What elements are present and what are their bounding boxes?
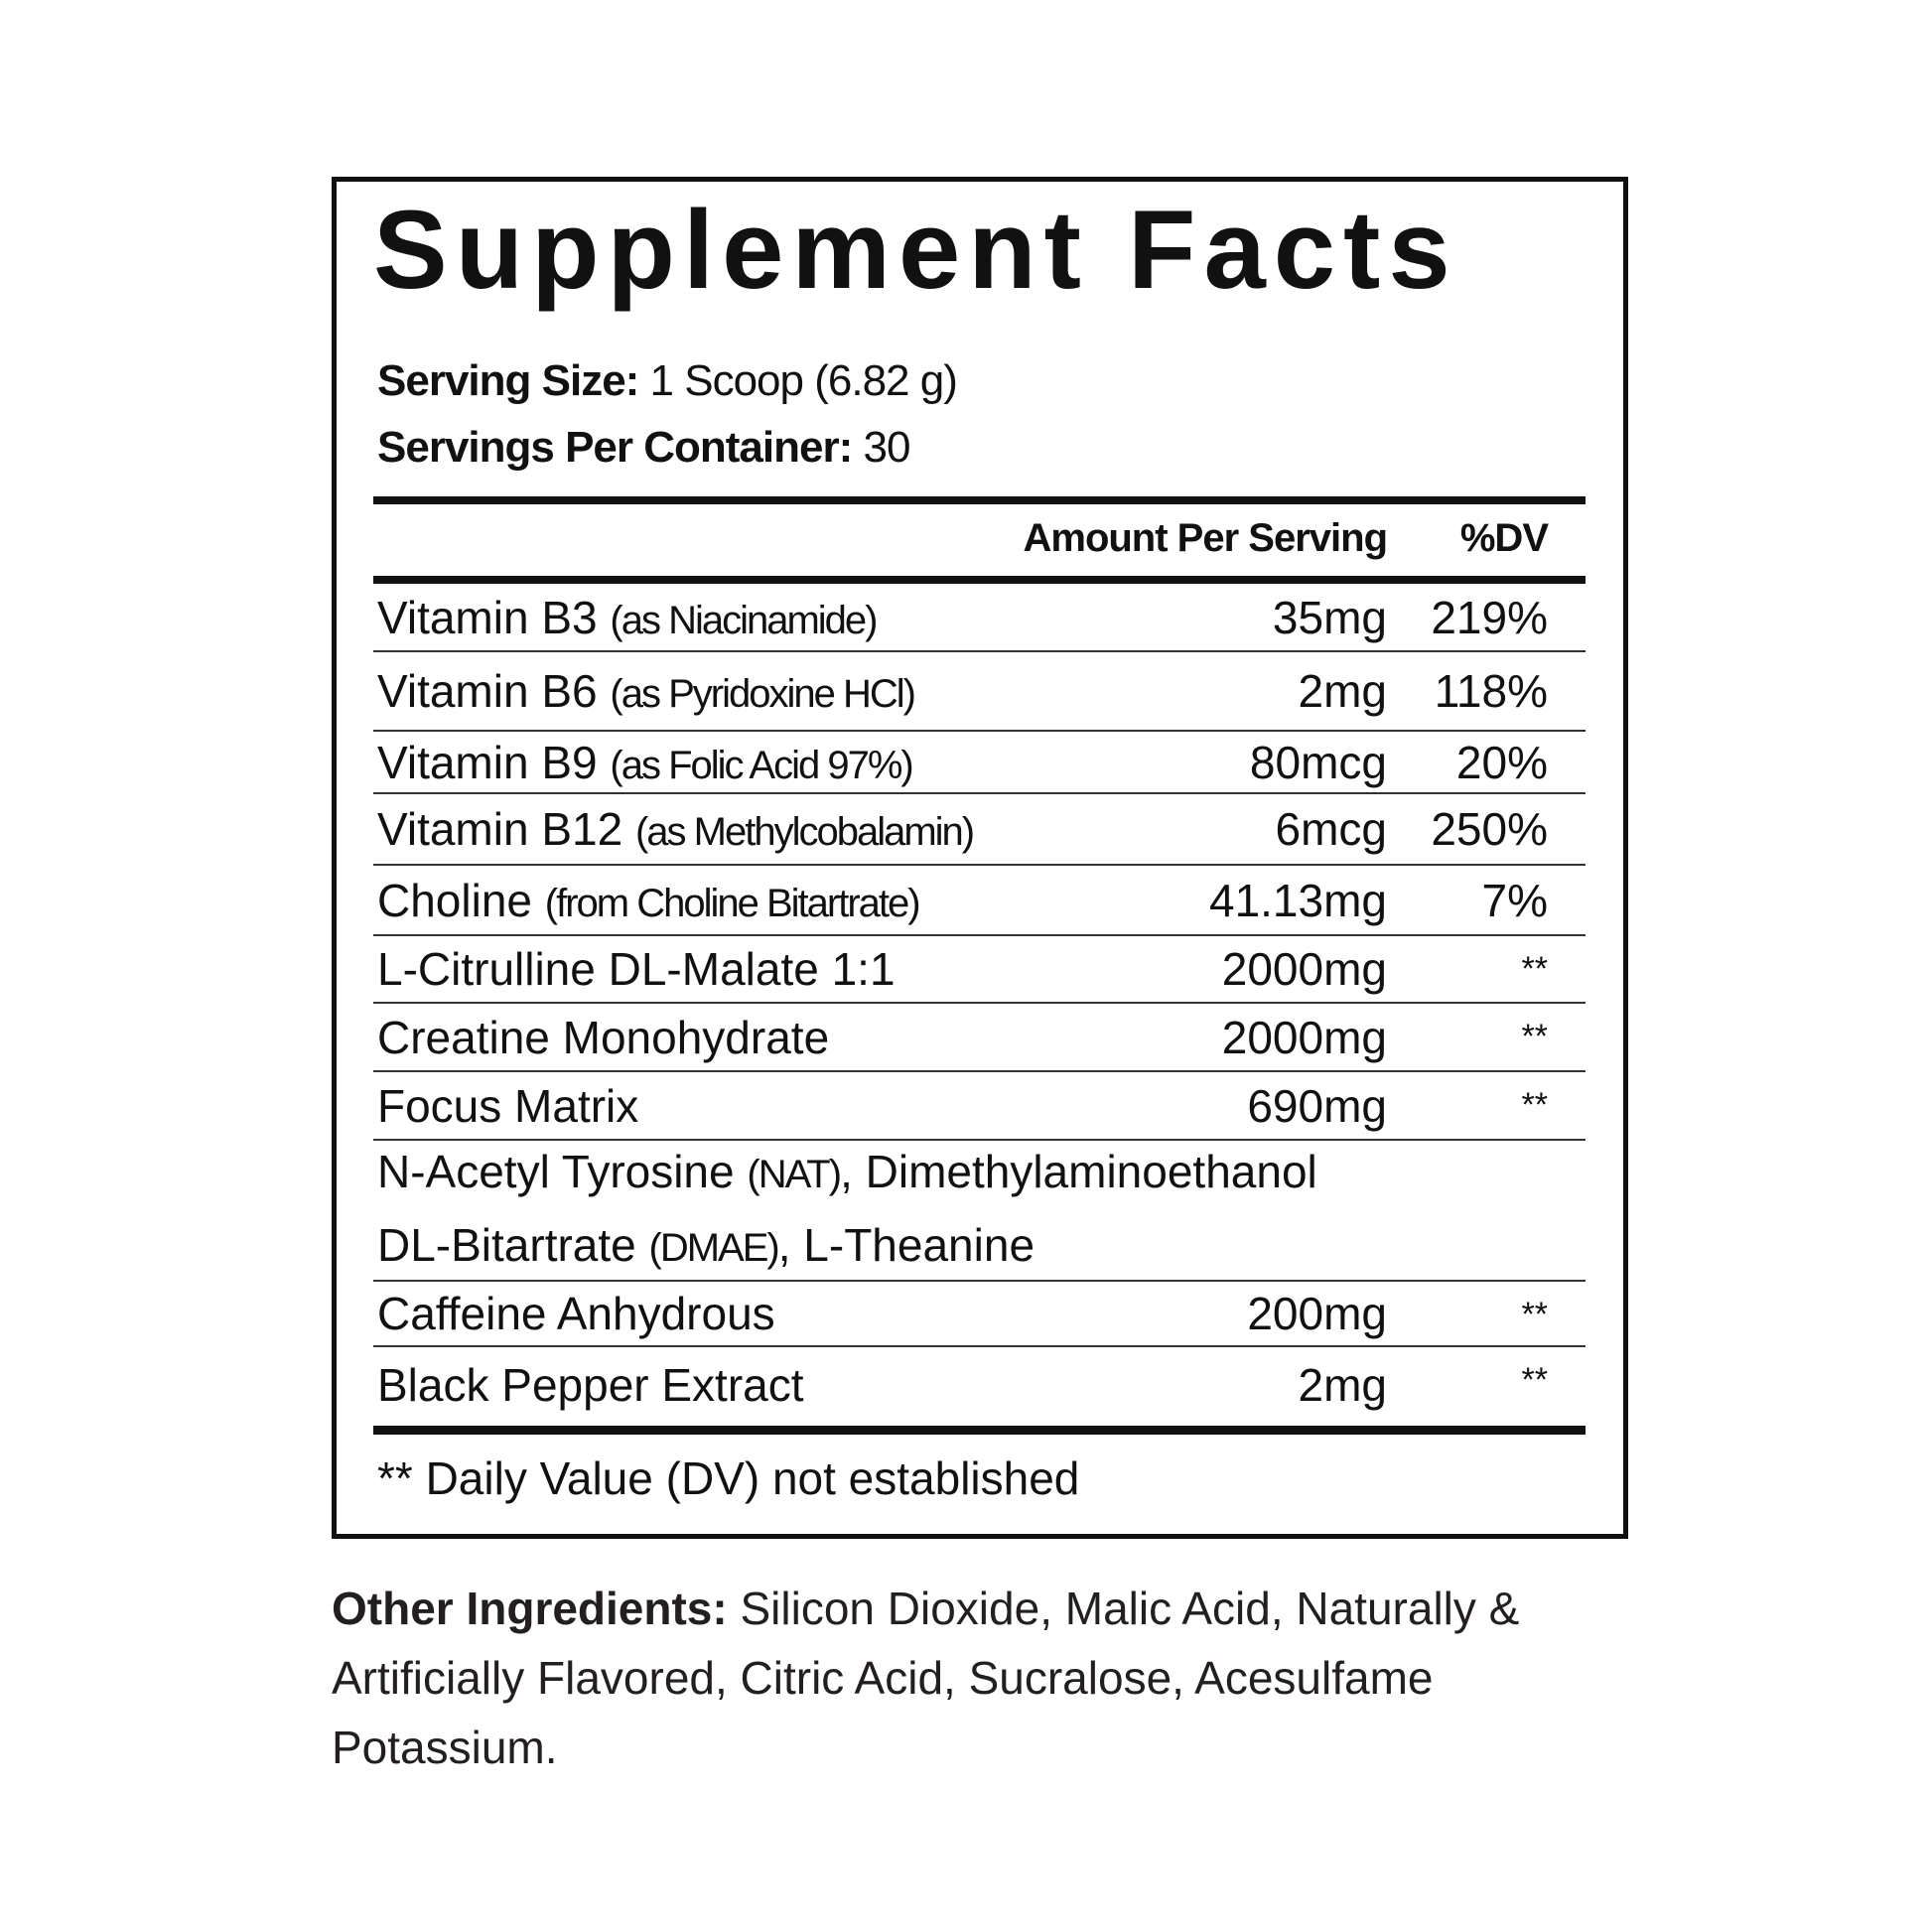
header-amount-per-serving: Amount Per Serving bbox=[1023, 516, 1388, 560]
ingredient-text: , Dimethylaminoethanol bbox=[840, 1146, 1317, 1197]
nutrient-source: (as Folic Acid 97%) bbox=[610, 743, 913, 787]
nutrient-amount: 41.13mg bbox=[1208, 874, 1387, 926]
ingredient-abbrev: (DMAE) bbox=[648, 1226, 780, 1270]
servings-per-container: Servings Per Container: 30 bbox=[377, 423, 910, 472]
nutrient-dv: ** bbox=[1521, 1086, 1548, 1124]
nutrient-dv: 7% bbox=[1481, 874, 1548, 926]
nutrient-row: Caffeine Anhydrous 200mg ** bbox=[373, 1282, 1586, 1347]
thick-divider bbox=[373, 576, 1586, 584]
ingredient-text: , L-Theanine bbox=[777, 1219, 1035, 1271]
serving-size: Serving Size: 1 Scoop (6.82 g) bbox=[377, 356, 958, 405]
nutrient-name: Black Pepper Extract bbox=[377, 1359, 804, 1411]
nutrient-row: Vitamin B9 (as Folic Acid 97%) 80mcg 20% bbox=[373, 732, 1586, 794]
nutrient-dv: ** bbox=[1521, 950, 1548, 988]
nutrient-dv: 20% bbox=[1455, 736, 1548, 788]
nutrient-label: Vitamin B3 bbox=[377, 591, 611, 643]
thick-divider bbox=[373, 496, 1586, 504]
nutrient-name: Vitamin B12 (as Methylcobalamin) bbox=[377, 802, 975, 856]
nutrient-label: Vitamin B9 bbox=[377, 736, 611, 788]
nutrient-amount: 2000mg bbox=[1221, 1011, 1387, 1063]
nutrient-name: Creatine Monohydrate bbox=[377, 1011, 830, 1063]
footnote: ** Daily Value (DV) not established bbox=[377, 1452, 1080, 1504]
ingredient-abbrev: (NAT) bbox=[747, 1153, 842, 1196]
nutrient-amount: 35mg bbox=[1272, 591, 1387, 643]
serving-size-value: 1 Scoop (6.82 g) bbox=[638, 356, 958, 405]
other-ingredients-text: Silicon Dioxide, Malic Acid, Naturally &… bbox=[332, 1583, 1520, 1773]
ingredient-text: DL-Bitartrate bbox=[377, 1219, 649, 1271]
servings-per-container-label: Servings Per Container: bbox=[377, 423, 853, 472]
ingredient-line: DL-Bitartrate (DMAE), L-Theanine bbox=[373, 1210, 1035, 1284]
nutrient-source: (from Choline Bitartrate) bbox=[544, 881, 921, 925]
nutrient-name: Vitamin B9 (as Folic Acid 97%) bbox=[377, 736, 914, 789]
nutrient-amount: 80mcg bbox=[1249, 736, 1387, 788]
nutrient-dv: ** bbox=[1521, 1361, 1548, 1399]
nutrient-label: Choline bbox=[377, 874, 545, 926]
header-dv: %DV bbox=[1459, 516, 1549, 560]
panel-title: Supplement Facts bbox=[373, 188, 1458, 312]
nutrient-amount: 200mg bbox=[1247, 1288, 1387, 1339]
nutrient-row: Vitamin B3 (as Niacinamide) 35mg 219% bbox=[373, 584, 1586, 652]
other-ingredients-label: Other Ingredients: bbox=[332, 1583, 728, 1634]
nutrient-row: Black Pepper Extract 2mg ** bbox=[373, 1347, 1586, 1423]
serving-size-label: Serving Size: bbox=[377, 356, 639, 405]
nutrient-dv: 118% bbox=[1434, 665, 1548, 717]
nutrient-name: Choline (from Choline Bitartrate) bbox=[377, 874, 921, 927]
nutrient-name: Caffeine Anhydrous bbox=[377, 1288, 775, 1339]
ingredient-text: N-Acetyl Tyrosine bbox=[377, 1146, 748, 1197]
nutrient-dv: ** bbox=[1521, 1296, 1548, 1333]
ingredient-line: N-Acetyl Tyrosine (NAT), Dimethylaminoet… bbox=[373, 1137, 1317, 1210]
nutrient-row: Choline (from Choline Bitartrate) 41.13m… bbox=[373, 866, 1586, 936]
nutrient-amount: 2000mg bbox=[1221, 943, 1387, 995]
nutrient-amount: 6mcg bbox=[1275, 803, 1387, 855]
nutrient-source: (as Pyridoxine HCl) bbox=[610, 672, 916, 716]
nutrient-dv: 219% bbox=[1431, 591, 1548, 643]
nutrient-dv: 250% bbox=[1431, 803, 1548, 855]
nutrient-row: Vitamin B12 (as Methylcobalamin) 6mcg 25… bbox=[373, 794, 1586, 866]
nutrient-amount: 2mg bbox=[1298, 665, 1387, 717]
nutrient-label: Vitamin B6 bbox=[377, 665, 611, 717]
nutrient-amount: 690mg bbox=[1247, 1079, 1387, 1132]
nutrient-source: (as Niacinamide) bbox=[610, 598, 878, 642]
focus-matrix-ingredients: N-Acetyl Tyrosine (NAT), Dimethylaminoet… bbox=[373, 1141, 1586, 1282]
nutrient-name: Focus Matrix bbox=[377, 1079, 639, 1132]
nutrient-row: Focus Matrix 690mg ** bbox=[373, 1072, 1586, 1141]
servings-per-container-value: 30 bbox=[852, 423, 910, 472]
nutrient-amount: 2mg bbox=[1298, 1359, 1387, 1411]
thick-divider bbox=[373, 1426, 1586, 1435]
nutrient-dv: ** bbox=[1521, 1018, 1548, 1055]
nutrient-name: L-Citrulline DL-Malate 1:1 bbox=[377, 943, 896, 995]
nutrient-name: Vitamin B6 (as Pyridoxine HCl) bbox=[377, 664, 916, 718]
supplement-facts-panel bbox=[332, 177, 1628, 1539]
nutrient-row: Vitamin B6 (as Pyridoxine HCl) 2mg 118% bbox=[373, 652, 1586, 732]
nutrient-source: (as Methylcobalamin) bbox=[634, 810, 975, 854]
nutrient-row: Creatine Monohydrate 2000mg ** bbox=[373, 1004, 1586, 1072]
nutrient-label: Vitamin B12 bbox=[377, 803, 635, 855]
other-ingredients: Other Ingredients: Silicon Dioxide, Mali… bbox=[332, 1574, 1652, 1782]
nutrient-name: Vitamin B3 (as Niacinamide) bbox=[377, 591, 879, 644]
nutrient-row: L-Citrulline DL-Malate 1:1 2000mg ** bbox=[373, 936, 1586, 1004]
